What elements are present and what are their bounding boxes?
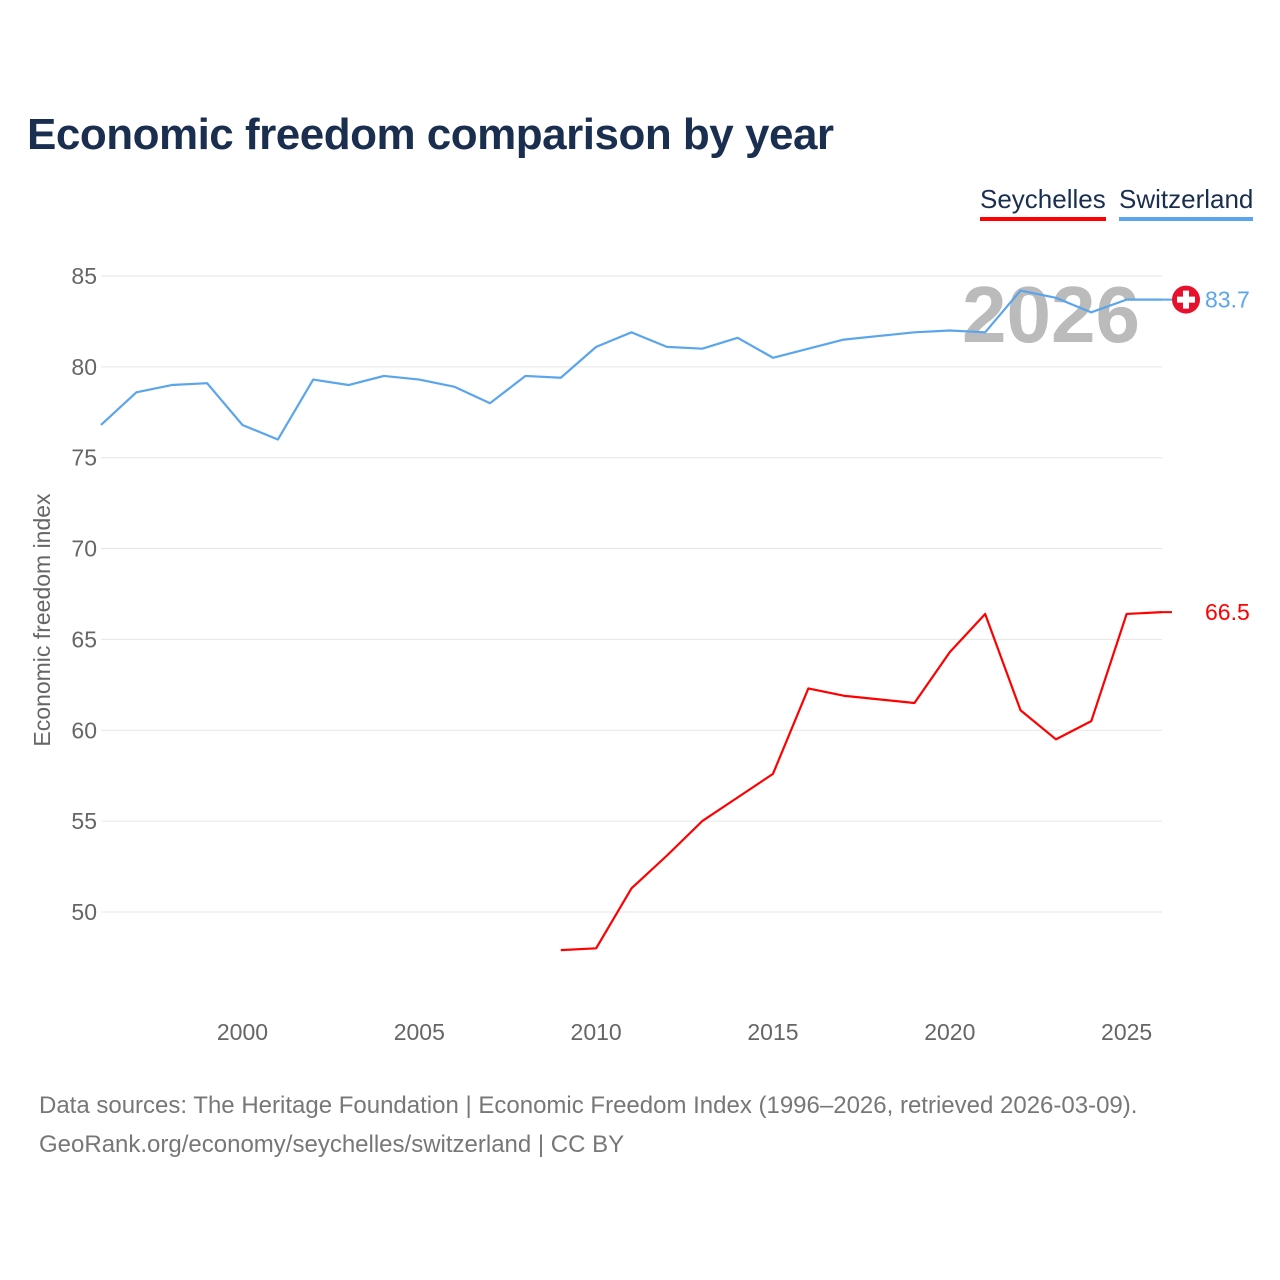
y-tick-label: 50 <box>71 899 97 925</box>
x-tick-label: 2025 <box>1101 1019 1152 1045</box>
series-line-switzerland <box>100 289 1162 441</box>
source-line-1: Data sources: The Heritage Foundation | … <box>39 1092 1138 1119</box>
flag-stripe <box>1172 601 1183 629</box>
x-tick-label: 2000 <box>217 1019 268 1045</box>
x-tick-label: 2015 <box>747 1019 798 1045</box>
legend-switzerland[interactable]: Switzerland <box>1119 184 1254 221</box>
y-axis-label: Economic freedom index <box>29 493 55 747</box>
y-tick-label: 75 <box>71 445 97 471</box>
seychelles-flag-icon <box>1172 601 1200 629</box>
source-line-2[interactable]: GeoRank.org/economy/seychelles/switzerla… <box>39 1131 625 1158</box>
y-tick-label: 65 <box>71 626 97 652</box>
y-tick-label: 80 <box>71 354 97 380</box>
y-tick-label: 70 <box>71 536 97 562</box>
switzerland-flag-icon <box>1172 285 1200 314</box>
flag-cross <box>1177 296 1195 303</box>
flag-stripe <box>1172 601 1200 629</box>
y-tick-label: 55 <box>71 808 97 834</box>
x-tick-label: 2005 <box>394 1019 445 1045</box>
flag-stripe <box>1172 601 1194 629</box>
x-tick-label: 2010 <box>571 1019 622 1045</box>
flag-circle <box>1172 601 1200 629</box>
end-value-label: 83.7 <box>1205 287 1250 313</box>
x-tick-label: 2020 <box>924 1019 975 1045</box>
legend-seychelles[interactable]: Seychelles <box>980 184 1106 221</box>
end-value-label: 66.5 <box>1205 599 1250 625</box>
series-line-seychelles <box>560 611 1163 952</box>
y-tick-label: 60 <box>71 717 97 743</box>
data-source: Data sources: The Heritage Foundation | … <box>39 1086 1137 1164</box>
flag-stripe <box>1172 619 1200 629</box>
y-tick-label: 85 <box>71 263 97 289</box>
chart-title: Economic freedom comparison by year <box>27 110 834 159</box>
year-watermark: 2026 <box>962 270 1140 359</box>
